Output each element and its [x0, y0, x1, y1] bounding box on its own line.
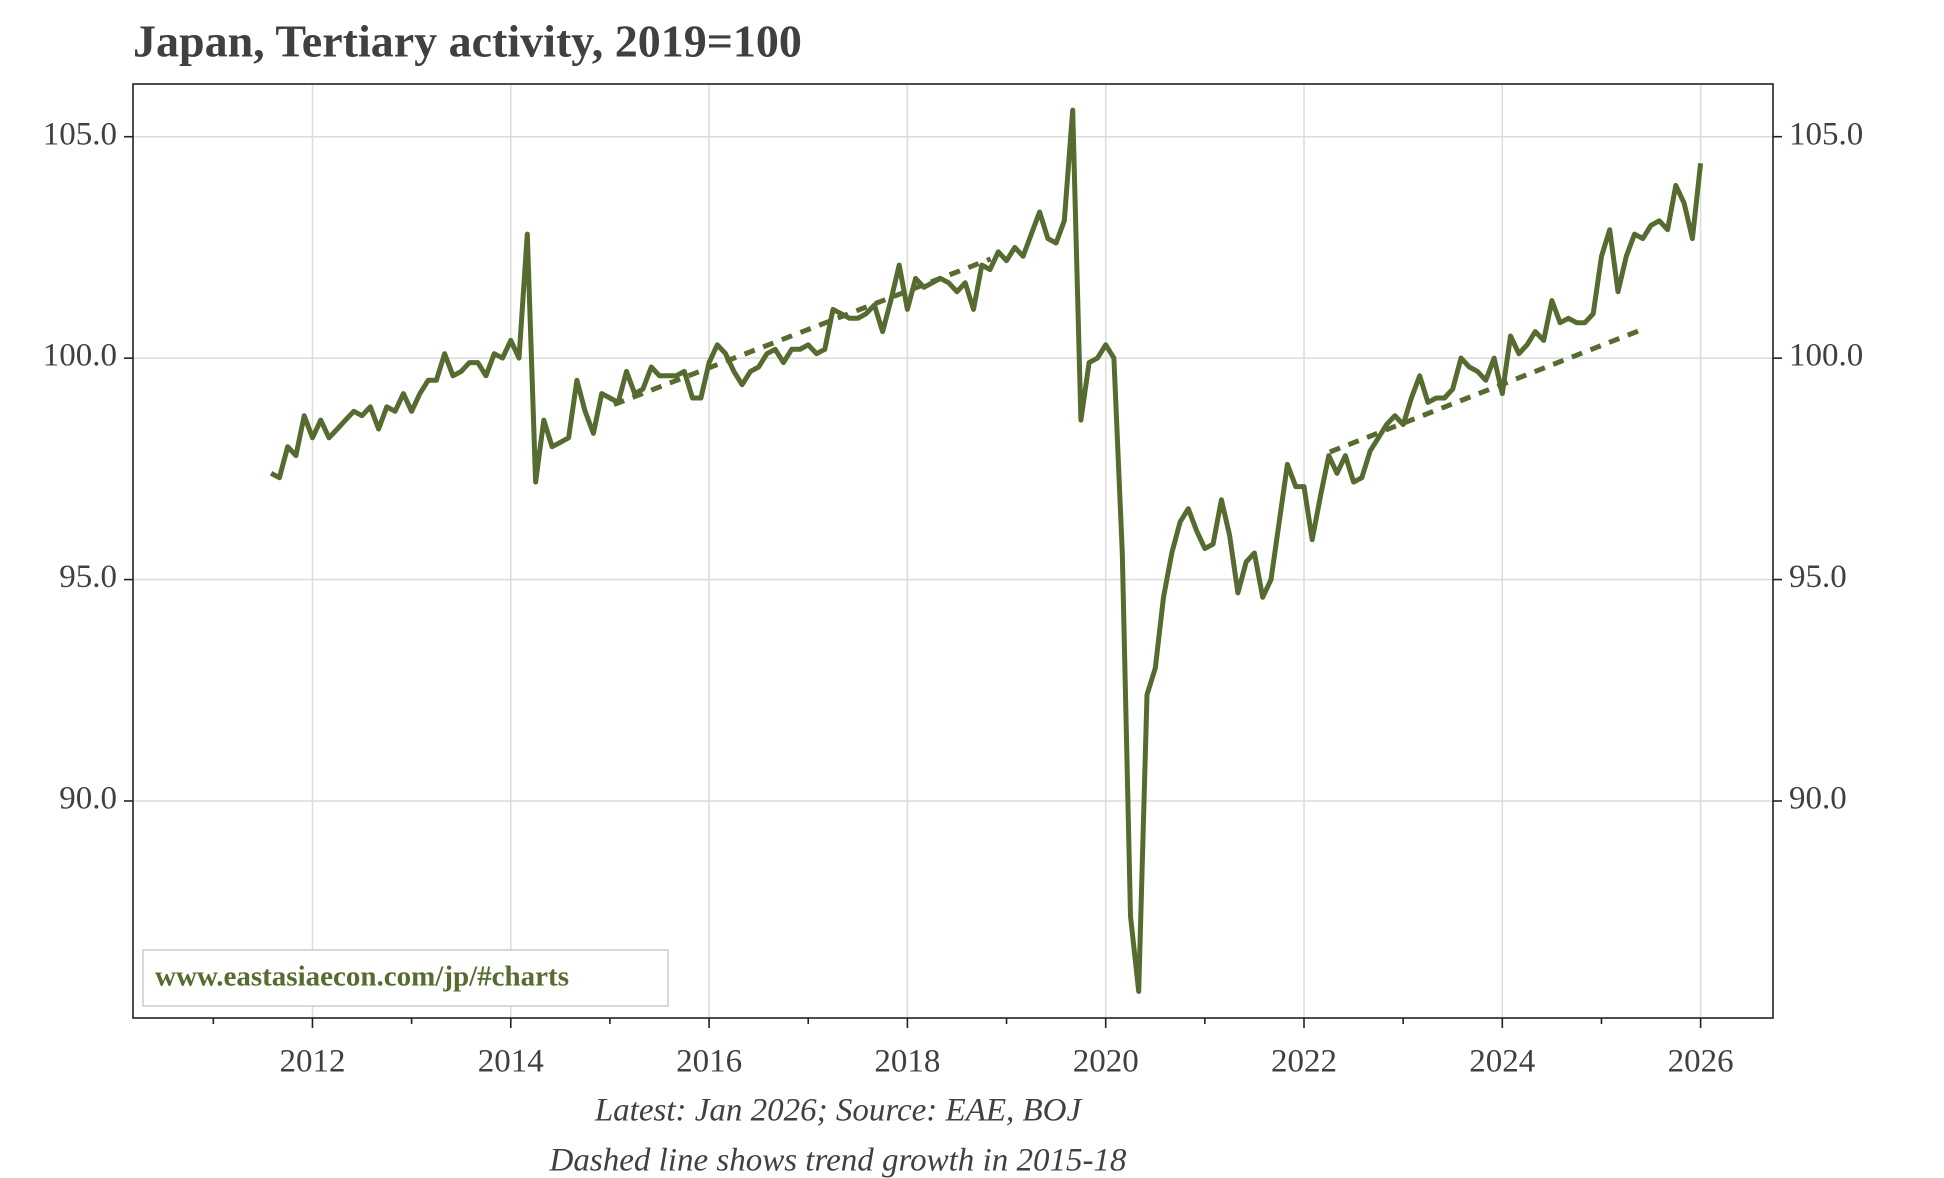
- trend-line: [612, 256, 992, 407]
- y2-tick-label: 100.0: [1789, 338, 1863, 374]
- y2-tick-label: 90.0: [1789, 781, 1847, 817]
- y-tick-label: 100.0: [43, 338, 117, 374]
- y-tick-label: 95.0: [59, 559, 117, 595]
- x-tick-label: 2012: [279, 1044, 345, 1080]
- watermark: www.eastasiaecon.com/jp/#charts: [155, 961, 569, 993]
- x-tick-label: 2018: [874, 1044, 940, 1080]
- note: Latest: Jan 2026; Source: EAE, BOJ: [594, 1093, 1083, 1129]
- chart-title: Japan, Tertiary activity, 2019=100: [133, 16, 802, 67]
- plot-frame: [132, 83, 1774, 1019]
- y2-tick-label: 95.0: [1789, 559, 1847, 595]
- y-tick-label: 105.0: [43, 116, 117, 152]
- trend-line: [1328, 328, 1641, 455]
- watermark-box: [142, 949, 669, 1007]
- data-line: [269, 107, 1704, 994]
- x-tick-label: 2014: [478, 1044, 544, 1080]
- x-tick-label: 2016: [676, 1044, 742, 1080]
- x-tick-label: 2020: [1073, 1044, 1139, 1080]
- y-tick-label: 90.0: [59, 781, 117, 817]
- x-tick-label: 2024: [1469, 1044, 1535, 1080]
- x-tick-label: 2022: [1271, 1044, 1337, 1080]
- y2-tick-label: 105.0: [1789, 116, 1863, 152]
- note: Dashed line shows trend growth in 2015-1…: [549, 1143, 1127, 1178]
- x-tick-label: 2026: [1668, 1044, 1734, 1080]
